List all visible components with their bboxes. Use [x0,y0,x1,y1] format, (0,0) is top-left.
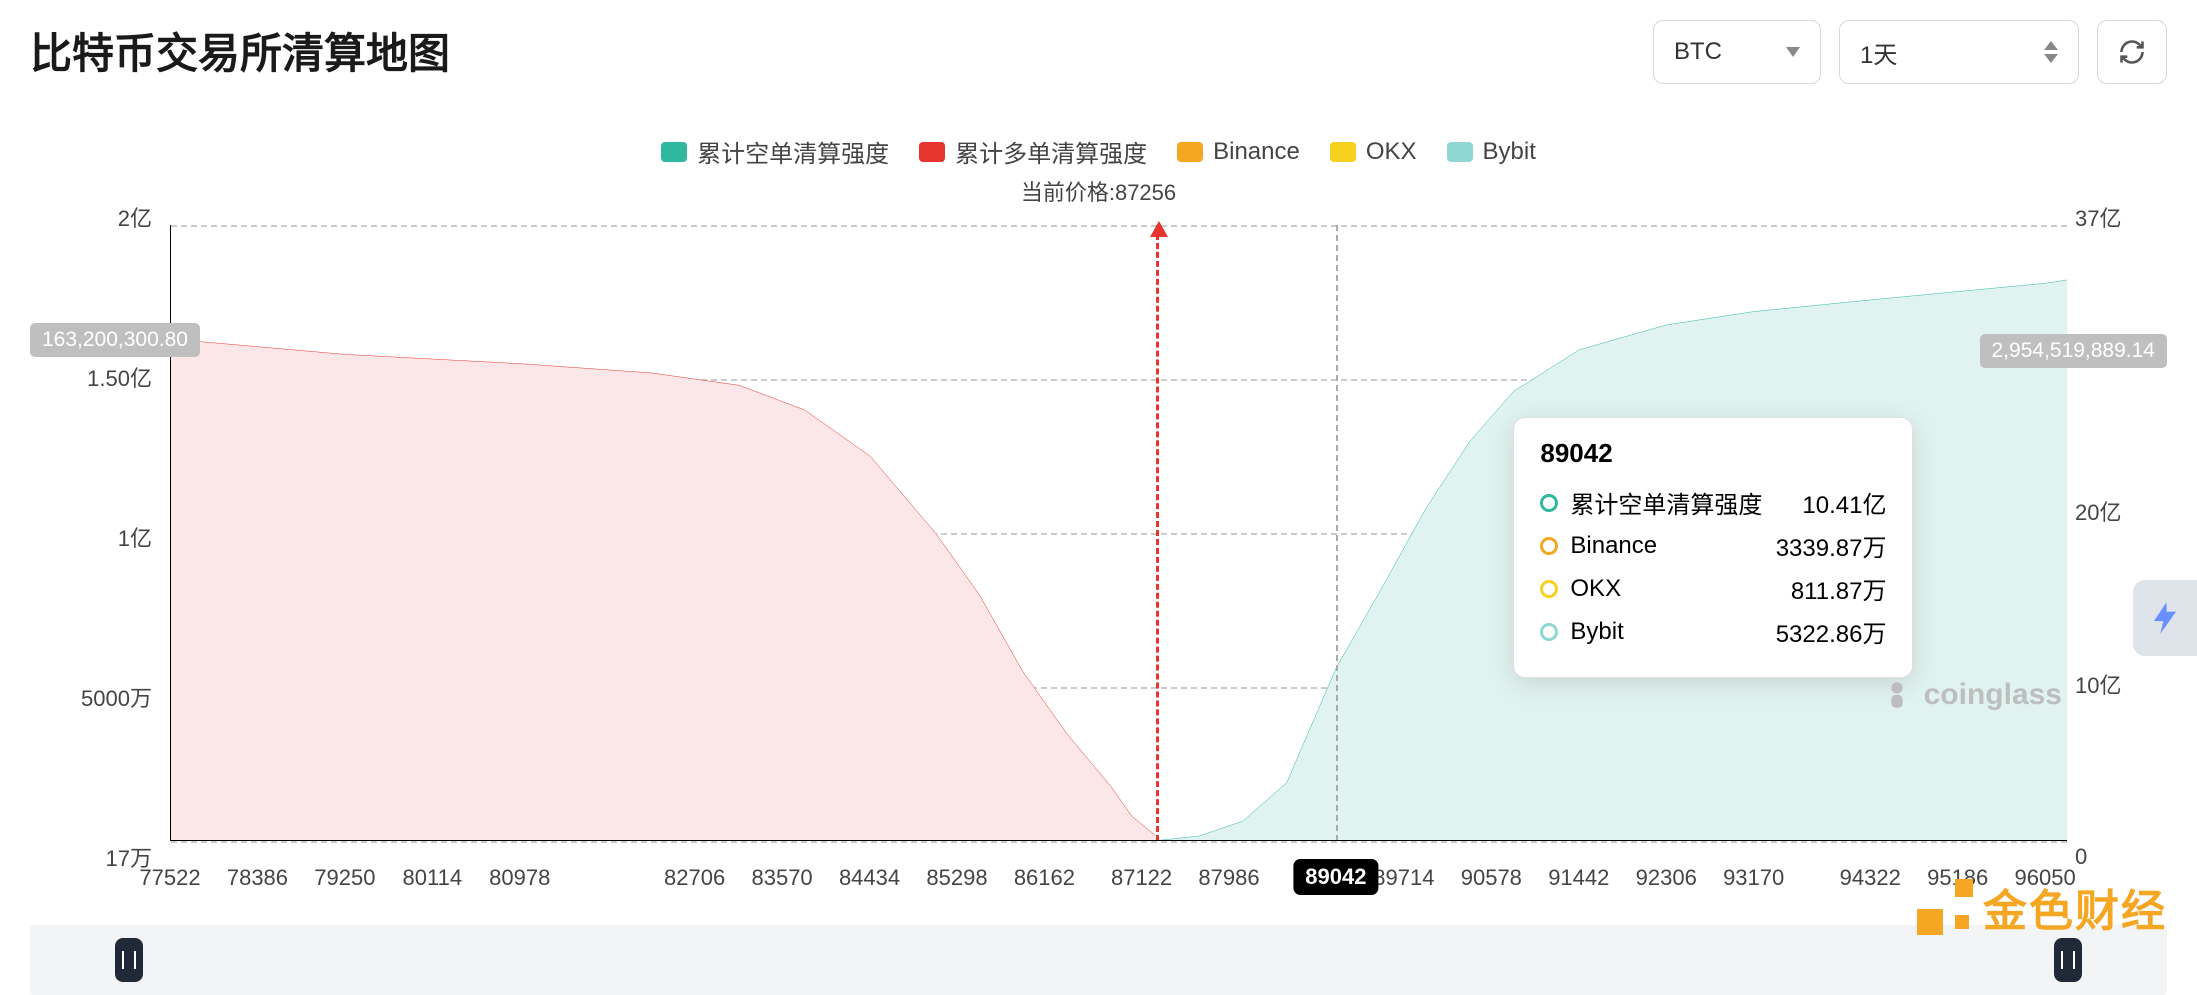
watermark: coinglass [1880,678,2062,712]
x-tick: 89714 [1373,865,1434,891]
page-title: 比特币交易所清算地图 [30,20,450,81]
asset-select-value: BTC [1674,38,1722,66]
legend-label: 累计空单清算强度 [697,134,889,169]
x-baseline [171,840,2067,841]
tooltip-row: Binance3339.87万 [1540,528,1886,563]
x-tick: 77522 [139,865,200,891]
y-left-tick: 5000万 [81,681,152,713]
y-right-marker: 2,954,519,889.14 [1980,334,2168,368]
x-tick: 85298 [926,865,987,891]
legend-item-bybit[interactable]: Bybit [1447,134,1536,169]
chart[interactable]: 2亿1.50亿1亿5000万17万 37亿20亿10亿0 163,200,300… [30,217,2167,857]
range-handle-left[interactable] [115,938,143,982]
refresh-button[interactable] [2097,20,2167,84]
legend-item-cum_short[interactable]: 累计空单清算强度 [661,134,889,169]
current-price-label: 当前价格:87256 [0,175,2197,207]
x-tick: 87986 [1198,865,1259,891]
y-right-tick: 10亿 [2075,668,2121,700]
chevron-down-icon [1786,47,1800,57]
x-tick: 87122 [1111,865,1172,891]
y-axis-left: 2亿1.50亿1亿5000万17万 [30,217,160,857]
tooltip-row: Bybit5322.86万 [1540,614,1886,649]
x-tick: 80114 [403,865,463,891]
x-tick: 80978 [489,865,550,891]
side-float-button[interactable] [2133,580,2197,656]
legend-label: Binance [1213,138,1300,166]
range-handle-right[interactable] [2054,938,2082,982]
y-left-tick: 1亿 [118,521,152,553]
tooltip: 89042 累计空单清算强度10.41亿 Binance3339.87万 OKX81… [1513,417,1913,678]
x-tick: 78386 [227,865,288,891]
x-axis: 77522 78386 79250 80114 80978 82706 83570 84434… [30,865,2167,905]
legend-swatch [661,142,687,162]
current-price-line [1156,225,1159,841]
legend-swatch [1447,142,1473,162]
y-left-tick: 2亿 [118,201,152,233]
coinglass-icon [1880,678,1914,712]
x-tick: 79250 [314,865,375,891]
asset-select[interactable]: BTC [1653,20,1821,84]
x-tick: 93170 [1723,865,1784,891]
legend-label: OKX [1366,138,1417,166]
watermark-text: coinglass [1924,678,2062,712]
legend-swatch [1177,142,1203,162]
hover-crosshair [1336,225,1338,841]
legend-label: Bybit [1483,138,1536,166]
x-tick: 84434 [839,865,900,891]
x-tick: 91442 [1548,865,1609,891]
brand-icon [1917,879,1973,935]
legend: 累计空单清算强度 累计多单清算强度 Binance OKX Bybit [0,84,2197,169]
legend-item-okx[interactable]: OKX [1330,134,1417,169]
tooltip-row: 累计空单清算强度10.41亿 [1540,485,1886,520]
y-axis-right: 37亿20亿10亿0 [2067,217,2167,857]
legend-swatch [1330,142,1356,162]
legend-swatch [919,142,945,162]
y-right-tick: 20亿 [2075,495,2121,527]
x-tick: 90578 [1461,865,1522,891]
tooltip-row: OKX811.87万 [1540,571,1886,606]
stepper-icon [2044,41,2058,63]
refresh-icon [2118,38,2146,66]
tooltip-title: 89042 [1540,438,1886,469]
controls: BTC 1天 [1653,20,2167,84]
y-left-tick: 1.50亿 [87,361,152,393]
y-right-tick: 37亿 [2075,201,2121,233]
timeframe-value: 1天 [1860,35,1897,70]
x-tick: 82706 [664,865,725,891]
brand-text: 金色财经 [1983,875,2167,939]
x-tick-highlight: 89042 [1293,859,1378,895]
lightning-icon [2146,599,2184,637]
legend-item-binance[interactable]: Binance [1177,134,1300,169]
x-tick: 86162 [1014,865,1075,891]
x-tick: 92306 [1636,865,1697,891]
timeframe-select[interactable]: 1天 [1839,20,2079,84]
arrow-up-icon [1150,221,1168,237]
x-tick: 83570 [751,865,812,891]
y-left-marker: 163,200,300.80 [30,323,200,357]
x-tick: 94322 [1840,865,1901,891]
range-slider[interactable] [30,925,2167,995]
brand-logo: 金色财经 [1917,875,2167,939]
legend-item-cum_long[interactable]: 累计多单清算强度 [919,134,1147,169]
legend-label: 累计多单清算强度 [955,134,1147,169]
